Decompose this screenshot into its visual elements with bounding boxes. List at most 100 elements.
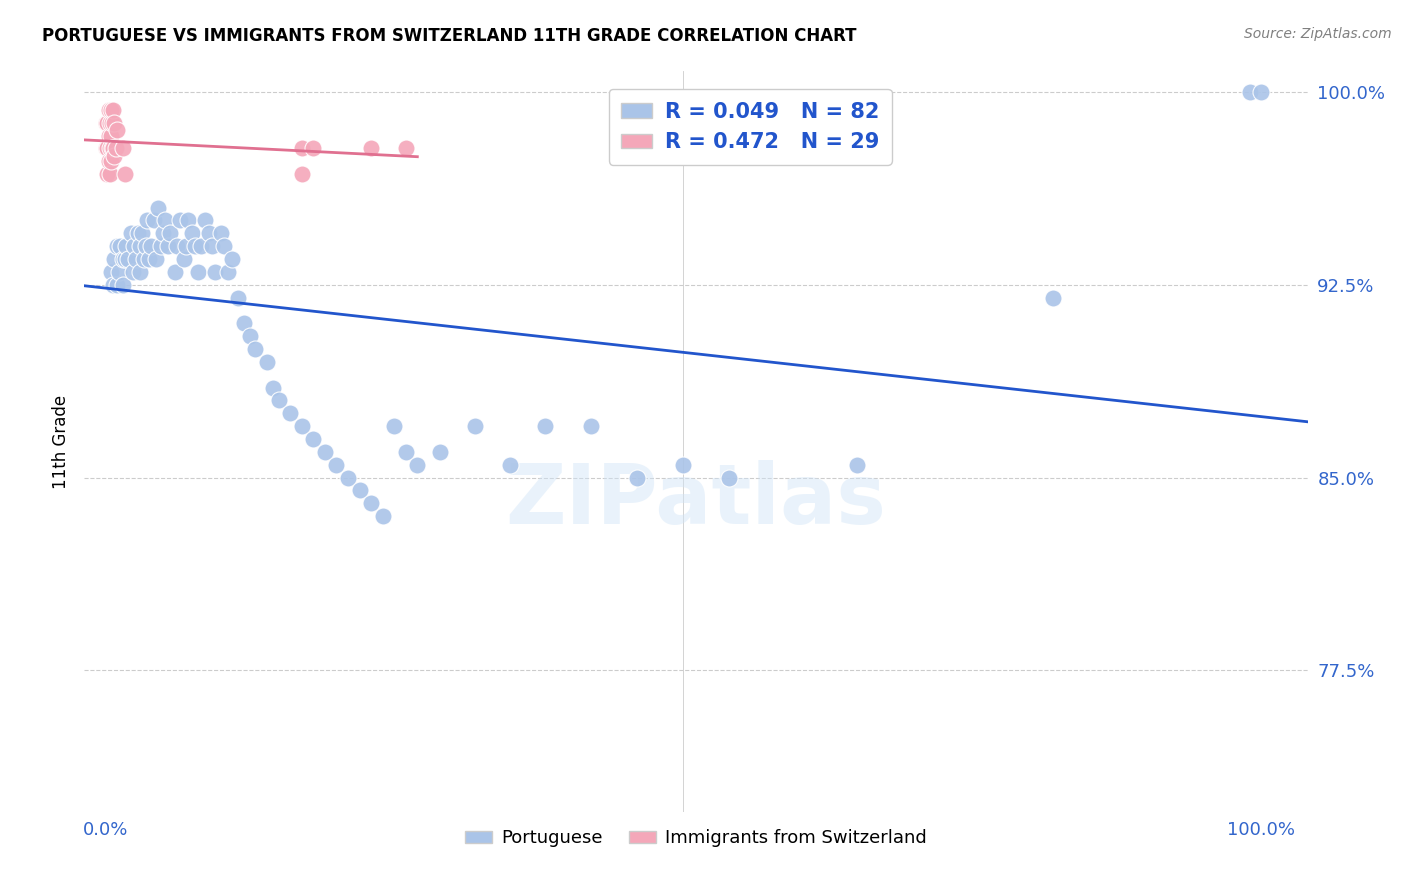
Point	[190, 239, 212, 253]
Point	[103, 277, 125, 292]
Point	[256, 355, 278, 369]
Point	[194, 213, 217, 227]
Point	[105, 277, 128, 292]
Point	[325, 458, 347, 472]
Point	[226, 291, 249, 305]
Point	[291, 419, 314, 434]
Point	[336, 470, 359, 484]
Point	[155, 213, 177, 227]
Point	[232, 316, 254, 330]
Point	[302, 141, 325, 155]
Point	[209, 227, 232, 241]
Point	[122, 239, 145, 253]
Point	[120, 227, 142, 241]
Point	[291, 167, 314, 181]
Point	[177, 213, 200, 227]
Point	[267, 393, 290, 408]
Point	[100, 265, 122, 279]
Point	[174, 239, 197, 253]
Point	[148, 201, 170, 215]
Point	[97, 154, 120, 169]
Point	[152, 227, 174, 241]
Point	[105, 123, 128, 137]
Point	[278, 406, 301, 420]
Point	[145, 252, 167, 266]
Point	[314, 445, 336, 459]
Point	[142, 213, 165, 227]
Point	[103, 116, 125, 130]
Point	[138, 252, 160, 266]
Point	[212, 239, 235, 253]
Point	[97, 128, 120, 143]
Point	[131, 227, 153, 241]
Point	[96, 116, 118, 130]
Point	[429, 445, 451, 459]
Point	[204, 265, 226, 279]
Point	[166, 239, 188, 253]
Point	[103, 149, 125, 163]
Point	[173, 252, 195, 266]
Point	[105, 239, 128, 253]
Point	[117, 252, 139, 266]
Point	[718, 470, 741, 484]
Point	[626, 470, 648, 484]
Point	[499, 458, 522, 472]
Point	[349, 483, 371, 498]
Point	[125, 252, 148, 266]
Text: PORTUGUESE VS IMMIGRANTS FROM SWITZERLAND 11TH GRADE CORRELATION CHART: PORTUGUESE VS IMMIGRANTS FROM SWITZERLAN…	[42, 27, 856, 45]
Point	[96, 167, 118, 181]
Point	[221, 252, 243, 266]
Point	[98, 116, 121, 130]
Point	[135, 213, 157, 227]
Point	[114, 167, 136, 181]
Point	[371, 509, 394, 524]
Point	[103, 252, 125, 266]
Point	[1239, 85, 1261, 99]
Point	[845, 458, 868, 472]
Point	[141, 239, 163, 253]
Point	[245, 342, 267, 356]
Point	[382, 419, 405, 434]
Point	[159, 227, 181, 241]
Point	[180, 227, 202, 241]
Point	[108, 265, 131, 279]
Point	[198, 227, 221, 241]
Point	[111, 277, 134, 292]
Point	[100, 154, 122, 169]
Point	[395, 141, 418, 155]
Point	[163, 265, 186, 279]
Point	[395, 445, 418, 459]
Point	[1250, 85, 1272, 99]
Point	[96, 141, 118, 155]
Point	[128, 265, 150, 279]
Point	[114, 252, 136, 266]
Point	[96, 116, 118, 130]
Point	[533, 419, 555, 434]
Legend: Portuguese, Immigrants from Switzerland: Portuguese, Immigrants from Switzerland	[457, 822, 935, 855]
Point	[96, 141, 118, 155]
Point	[291, 141, 314, 155]
Point	[122, 265, 145, 279]
Point	[262, 380, 284, 394]
Point	[98, 141, 121, 155]
Point	[135, 239, 157, 253]
Y-axis label: 11th Grade: 11th Grade	[52, 394, 70, 489]
Point	[115, 239, 138, 253]
Point	[134, 252, 156, 266]
Point	[200, 239, 222, 253]
Point	[111, 141, 134, 155]
Point	[127, 227, 149, 241]
Point	[239, 329, 262, 343]
Point	[672, 458, 695, 472]
Point	[103, 141, 125, 155]
Point	[187, 265, 209, 279]
Point	[128, 239, 150, 253]
Point	[149, 239, 172, 253]
Point	[97, 103, 120, 117]
Point	[184, 239, 207, 253]
Point	[217, 265, 239, 279]
Point	[406, 458, 429, 472]
Text: Source: ZipAtlas.com: Source: ZipAtlas.com	[1244, 27, 1392, 41]
Point	[101, 141, 124, 155]
Point	[360, 141, 382, 155]
